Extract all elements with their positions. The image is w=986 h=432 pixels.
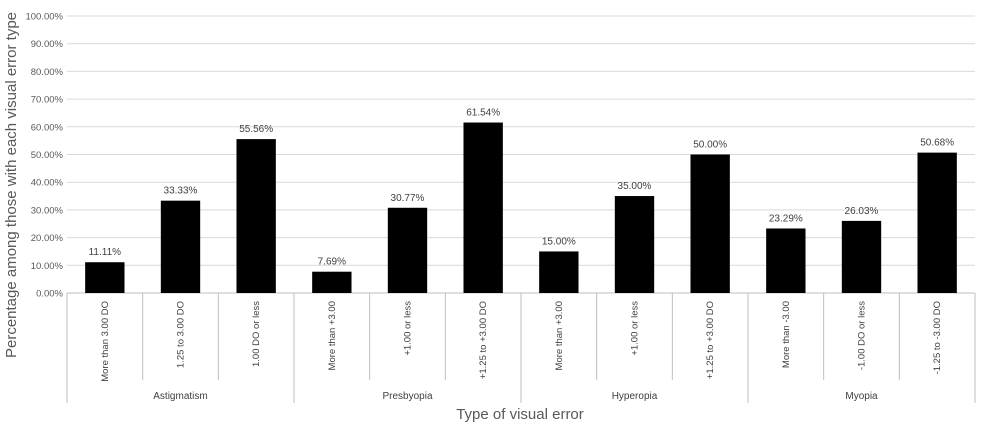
x-axis: More than 3.00 DO 1.25 to 3.00 DO 1.00 DO … xyxy=(66,293,976,403)
group-label: Presbyopia xyxy=(382,391,432,402)
y-tick-label: 0.00% xyxy=(36,289,63,300)
x-tick-label: -1.25 to -3.00 DO xyxy=(932,301,943,374)
data-label: 61.54% xyxy=(466,108,500,119)
x-tick-label: +1.25 to +3.00 DO xyxy=(478,301,489,379)
x-tick-label: +1.25 to +3.00 DO xyxy=(705,301,716,379)
y-tick-label: 10.00% xyxy=(31,261,64,272)
group-label: Hyperopia xyxy=(612,391,658,402)
data-label: 50.68% xyxy=(920,138,954,149)
gridlines xyxy=(67,15,975,294)
y-tick-label: 90.00% xyxy=(31,39,64,50)
x-tick-label: 1.25 to 3.00 DO xyxy=(176,301,187,368)
y-tick-label: 80.00% xyxy=(31,67,64,78)
data-label: 23.29% xyxy=(769,213,803,224)
bar xyxy=(841,220,882,293)
group-label: Astigmatism xyxy=(153,391,207,402)
data-label: 7.69% xyxy=(318,257,346,268)
y-tick-label: 100.00% xyxy=(25,12,63,23)
data-label: 50.00% xyxy=(693,140,727,151)
x-tick-label: More than +3.00 xyxy=(327,301,338,370)
x-tick-label: More than 3.00 DO xyxy=(100,301,111,382)
bar xyxy=(766,228,806,293)
x-tick-label: 1.00 DO or less xyxy=(251,301,262,367)
bars: 11.11% 33.33% 55.56% 7.69% 30.77% 61.54% 15.00… xyxy=(85,108,957,293)
data-label: 35.00% xyxy=(618,181,652,192)
data-label: 11.11% xyxy=(89,247,122,258)
bar xyxy=(312,271,352,293)
bar xyxy=(690,154,730,293)
bar xyxy=(917,152,957,293)
data-label: 33.33% xyxy=(164,186,198,197)
y-axis: 0.00% 10.00% 20.00% 30.00% 40.00% 50.00% 60.00… xyxy=(25,12,63,300)
y-tick-label: 60.00% xyxy=(31,122,64,133)
bar xyxy=(85,262,125,293)
bar xyxy=(463,122,503,293)
bar xyxy=(387,207,428,293)
data-label: 15.00% xyxy=(542,236,576,247)
x-tick-label: -1.00 DO or less xyxy=(857,301,868,370)
bar xyxy=(614,196,655,293)
x-tick-label: +1.00 or less xyxy=(630,301,641,356)
data-label: 30.77% xyxy=(391,193,425,204)
bar xyxy=(539,251,579,293)
y-tick-label: 40.00% xyxy=(31,178,64,189)
y-tick-label: 50.00% xyxy=(31,150,64,161)
bar xyxy=(236,139,276,293)
y-tick-label: 30.00% xyxy=(31,205,64,216)
group-label: Myopia xyxy=(845,391,878,402)
y-tick-label: 70.00% xyxy=(31,95,64,106)
x-axis-title: Type of visual error xyxy=(456,406,584,423)
x-tick-label: More than -3.00 xyxy=(781,301,792,368)
bar xyxy=(160,200,201,293)
data-label: 26.03% xyxy=(845,206,879,217)
data-label: 55.56% xyxy=(239,124,273,135)
y-tick-label: 20.00% xyxy=(31,233,64,244)
x-tick-label: More than +3.00 xyxy=(554,301,565,370)
x-tick-label: +1.00 or less xyxy=(403,301,414,356)
y-axis-title: Percentage among those with each visual … xyxy=(3,12,20,358)
